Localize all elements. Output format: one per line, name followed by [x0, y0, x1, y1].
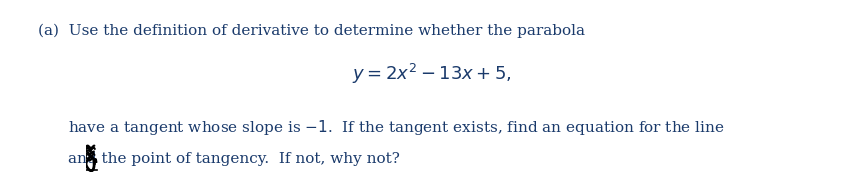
Text: (a)  Use the definition of derivative to determine whether the parabola: (a) Use the definition of derivative to …: [38, 24, 585, 38]
Text: have a tangent whose slope is $-1$.  If the tangent exists, find an equation for: have a tangent whose slope is $-1$. If t…: [68, 118, 725, 137]
Text: and the point of tangency.  If not, why not?: and the point of tangency. If not, why n…: [68, 152, 400, 166]
Text: $y = 2x^2 - 13x + 5,$: $y = 2x^2 - 13x + 5,$: [353, 62, 511, 86]
